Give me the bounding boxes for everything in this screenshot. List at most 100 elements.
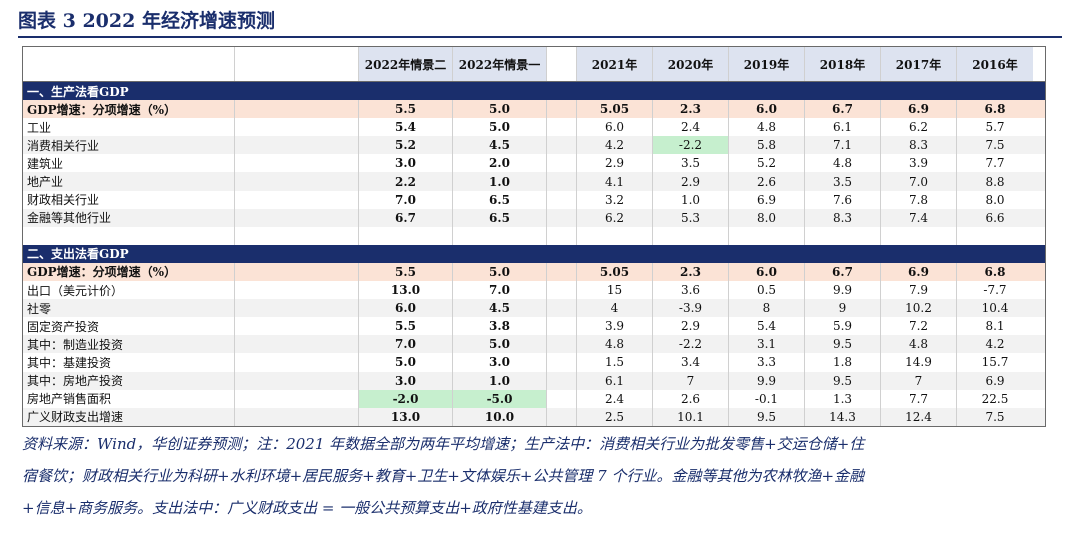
scenario-value-cell: 5.5 [359,317,453,336]
spacer-cell [453,226,547,245]
year-value-cell: 7.8 [881,190,957,209]
scenario-value-cell: -5.0 [453,389,547,408]
year-value-cell: 9 [805,299,881,318]
year-value-cell: 8.1 [985,319,1005,334]
scenario-value-cell: 1.0 [453,172,547,191]
year-value-cell: 2.6 [729,172,805,191]
spacer-cell [359,226,453,245]
row-label: 其中：制造业投资 [23,335,235,354]
year-value-cell: 2.4 [653,118,729,137]
year-value-cell: 3.3 [729,353,805,372]
year-value-cell: 8.0 [729,208,805,227]
year-value-cell: 0.5 [729,281,805,300]
scenario-value-cell: 3.8 [453,317,547,336]
year-value-cell: 3.4 [653,353,729,372]
table-row: 财政相关行业 7.0 6.5 3.2 1.0 6.9 7.6 7.8 8.0 [23,190,1045,209]
year-value-cell: 3.5 [805,172,881,191]
table-row: 房地产销售面积 -2.0 -5.0 2.4 2.6 -0.1 1.3 7.7 22.5 [23,389,1045,408]
row-label: GDP增速：分项增速（%） [23,100,235,119]
section-title: 二、支出法看GDP [27,247,129,262]
gap-cell [547,281,577,300]
year-value-cell: 1.5 [577,353,653,372]
gap-cell [547,317,577,336]
source-note-line: 宿餐饮；财政相关行业为科研+水利环境+居民服务+教育+卫生+文体娱乐+公共管理 … [22,467,865,485]
row-blank-cell [235,172,359,191]
gap-cell [547,389,577,408]
row-label: 金融等其他行业 [23,208,235,227]
row-label: 工业 [23,118,235,137]
table-row: 消费相关行业 5.2 4.5 4.2 -2.2 5.8 7.1 8.3 7.5 [23,136,1045,155]
scenario-value-cell: 5.0 [453,335,547,354]
scenario-value-cell: 6.7 [359,208,453,227]
gap-cell [547,154,577,173]
year-value-cell: 9.9 [805,281,881,300]
header-year-2021: 2021年 [577,47,653,81]
row-blank-cell [235,317,359,336]
gap-cell [547,208,577,227]
year-value-cell: 3.6 [653,281,729,300]
row-blank-cell [235,262,359,282]
year-value-cell: 9.9 [729,371,805,390]
year-value-cell: 9.5 [805,371,881,390]
row-blank-cell [235,100,359,119]
year-value-cell: 6.6 [985,210,1005,225]
year-value-cell: 4.8 [577,335,653,354]
table-body: 一、生产法看GDP GDP增速：分项增速（%） 5.5 5.0 5.05 2.3 6.0 6.… [23,82,1045,426]
gap-cell [547,407,577,426]
table-row: 广义财政支出增速 13.0 10.0 2.5 10.1 9.5 14.3 12.4 7.5 [23,407,1045,426]
row-label: 消费相关行业 [23,136,235,155]
gap-cell [547,335,577,354]
year-value-cell: 4.2 [985,337,1005,352]
year-value-cell: 5.2 [729,154,805,173]
header-blank-cell-2 [235,47,359,81]
header-scenario-1: 2022年情景一 [453,47,547,81]
year-value-cell: 4 [577,299,653,318]
year-value-cell: 7.1 [805,136,881,155]
year-value-cell: 7.5 [985,409,1005,424]
scenario-value-cell: -2.0 [359,389,453,408]
table-row: 其中：基建投资 5.0 3.0 1.5 3.4 3.3 1.8 14.9 15.7 [23,353,1045,372]
figure-title: 图表 3 2022 年经济增速预测 [18,10,275,32]
year-value-cell: 8.3 [805,208,881,227]
row-blank-cell [235,335,359,354]
year-value-cell: 7.9 [881,281,957,300]
year-value-cell: 6.9 [881,262,957,282]
year-value-cell: 3.5 [653,154,729,173]
scenario-value-cell: 5.5 [359,262,453,282]
header-gap [547,47,577,81]
year-value-cell: 7.7 [985,156,1005,171]
row-label: 社零 [23,299,235,318]
year-value-cell: 10.2 [881,299,957,318]
year-value-cell: 6.7 [805,100,881,119]
year-value-cell: 6.0 [577,118,653,137]
year-value-cell: 2.3 [653,262,729,282]
year-value-cell: 12.4 [881,407,957,426]
source-note-line: 资料来源：Wind，华创证券预测；注：2021 年数据全部为两年平均增速；生产法… [22,435,865,453]
scenario-value-cell: 5.5 [359,100,453,119]
row-label: 固定资产投资 [23,317,235,336]
gap-cell [547,100,577,119]
gap-cell [547,262,577,282]
table-row: 出口（美元计价） 13.0 7.0 15 3.6 0.5 9.9 7.9 -7.7 [23,281,1045,300]
section-header-row: 二、支出法看GDP [23,244,1045,263]
table-row: 其中：制造业投资 7.0 5.0 4.8 -2.2 3.1 9.5 4.8 4.2 [23,335,1045,354]
spacer-cell [547,226,577,245]
scenario-value-cell: 1.0 [453,371,547,390]
gap-cell [547,172,577,191]
year-value-cell: 7.6 [805,190,881,209]
row-label: 其中：基建投资 [23,353,235,372]
scenario-value-cell: 6.5 [453,208,547,227]
year-value-cell: 2.3 [653,100,729,119]
spacer-cell [729,226,805,245]
row-label: 出口（美元计价） [23,281,235,300]
source-note: 资料来源：Wind，华创证券预测；注：2021 年数据全部为两年平均增速；生产法… [22,428,1062,524]
header-year-2020: 2020年 [653,47,729,81]
spacer-cell [235,226,359,245]
year-value-cell: 2.6 [653,389,729,408]
year-value-cell: 4.2 [577,136,653,155]
row-blank-cell [235,281,359,300]
scenario-value-cell: 5.0 [453,118,547,137]
year-value-cell: 5.05 [577,100,653,119]
scenario-value-cell: 7.0 [453,281,547,300]
year-value-cell: 7.5 [985,138,1005,153]
